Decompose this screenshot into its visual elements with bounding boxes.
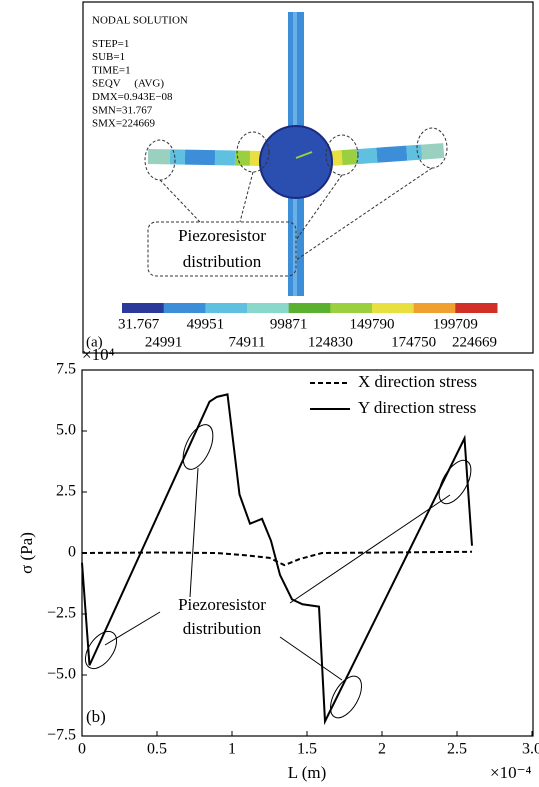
annotation: distribution — [183, 619, 262, 638]
annotation: Piezoresistor — [178, 595, 266, 614]
y-tick-label: 0 — [68, 544, 76, 561]
series-line — [82, 394, 472, 721]
left-beam — [148, 149, 264, 166]
x-tick-label: 1.5 — [297, 741, 317, 758]
colorbar-swatch — [289, 303, 331, 313]
colorbar-label: 31.767 — [118, 316, 160, 332]
colorbar-swatch — [164, 303, 206, 313]
x-tick-label: 3.0 — [522, 741, 539, 758]
y-tick-label: −7.5 — [47, 727, 76, 744]
y-tick-label: 7.5 — [56, 361, 76, 378]
info-line: SMX=224669 — [92, 118, 156, 130]
y-tick-label: 2.5 — [56, 483, 76, 500]
figure: Piezoresistor distribution (a) NODAL SOL… — [0, 0, 539, 787]
y-tick-label: 5.0 — [56, 422, 76, 439]
info-line: SUB=1 — [92, 51, 125, 63]
central-mass — [260, 126, 332, 198]
y-tick-label: −2.5 — [47, 605, 76, 622]
callout-text: distribution — [183, 252, 262, 271]
info-line: NODAL SOLUTION — [92, 15, 188, 27]
page: {"figure_a": {"panel_label": "(a)", "sol… — [0, 0, 539, 787]
colorbar-label: 24991 — [145, 334, 183, 350]
panel-label: (b) — [86, 707, 106, 726]
x-scale-label: ×10⁻⁴ — [490, 763, 532, 782]
y-axis-label: σ (Pa) — [17, 532, 36, 574]
x-tick-label: 2 — [378, 741, 386, 758]
legend-label: Y direction stress — [358, 398, 476, 417]
info-line: DMX=0.943E−08 — [92, 91, 173, 103]
colorbar-swatch — [414, 303, 456, 313]
colorbar-label: 99871 — [270, 316, 308, 332]
colorbar-label: 174750 — [391, 334, 436, 350]
line-chart: (b) L (m) σ (Pa) ×10⁴ ×10⁻⁴ Piezoresisto… — [17, 345, 539, 782]
legend-label: X direction stress — [358, 372, 477, 391]
colorbar-label: 199709 — [433, 316, 478, 332]
x-tick-label: 1 — [228, 741, 236, 758]
x-tick-label: 0 — [78, 741, 86, 758]
colorbar-swatch — [330, 303, 372, 313]
y-tick-label: −5.0 — [47, 666, 76, 683]
info-line: SEQV (AVG) — [92, 78, 164, 90]
y-scale-label: ×10⁴ — [82, 345, 115, 364]
colorbar-swatch — [205, 303, 247, 313]
colorbar-swatch — [247, 303, 289, 313]
colorbar-label: 224669 — [452, 334, 497, 350]
colorbar-swatch — [122, 303, 164, 313]
colorbar-swatch — [372, 303, 414, 313]
info-line: TIME=1 — [92, 64, 131, 76]
colorbar-label: 74911 — [229, 334, 266, 350]
callout-text: Piezoresistor — [178, 226, 266, 245]
colorbar-swatch — [455, 303, 497, 313]
colorbar-label: 149790 — [350, 316, 395, 332]
x-tick-label: 2.5 — [447, 741, 467, 758]
info-line: STEP=1 — [92, 38, 129, 50]
x-axis-label: L (m) — [288, 763, 327, 782]
info-line: SMN=31.767 — [92, 104, 153, 116]
colorbar-label: 49951 — [187, 316, 225, 332]
colorbar-label: 124830 — [308, 334, 353, 350]
x-tick-label: 0.5 — [147, 741, 167, 758]
